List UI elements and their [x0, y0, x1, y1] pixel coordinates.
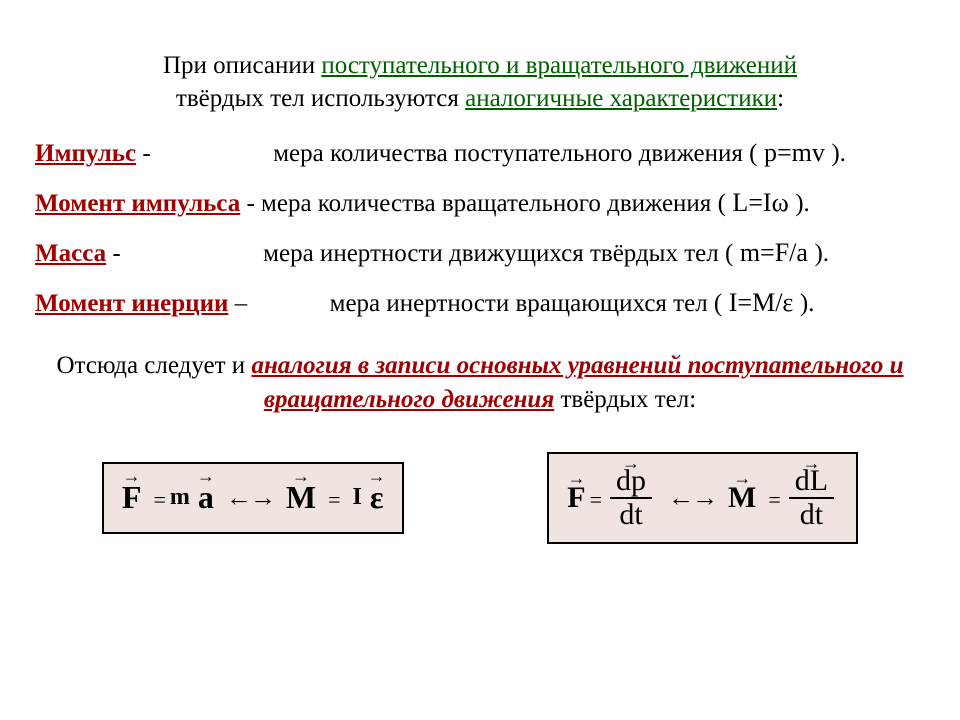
analogy-prefix: Отсюда следует и — [56, 352, 251, 379]
intro-paragraph: При описании поступательного и вращатель… — [35, 50, 925, 115]
definition-row-3: Момент инерции – мера инертности вращающ… — [35, 287, 925, 319]
definition-row-2: Масса - мера инертности движущихся твёрд… — [35, 237, 925, 269]
intro-mid: твёрдых тел используются — [176, 85, 465, 112]
slide-content: При описании поступательного и вращатель… — [0, 0, 960, 574]
intro-suffix: : — [777, 85, 784, 112]
analogy-paragraph: Отсюда следует и аналогия в записи основ… — [35, 349, 925, 417]
desc-1: мера количества вращательного движения — [261, 190, 711, 217]
vec-F2: →F — [567, 481, 585, 515]
formula-3: I=M/ε — [729, 288, 794, 317]
intro-underlined-1: поступательного и вращательного движений — [321, 52, 797, 79]
term-0: Импульс — [35, 140, 136, 167]
term-3: Момент инерции — [35, 290, 228, 317]
term-2: Масса — [35, 240, 106, 267]
desc-3: мера инертности вращающихся тел — [330, 290, 708, 317]
arrow-between-a: ←→ — [214, 483, 286, 513]
intro-underlined-2: аналогичные характеристики — [465, 85, 777, 112]
formula-0: p=mv — [764, 138, 825, 167]
intro-prefix: При описании — [163, 52, 321, 79]
formula-2: m=F/a — [740, 238, 808, 267]
equation-box-derivative: →F = →dp dt ←→ →M = →dL dt — [547, 452, 858, 544]
desc-0: мера количества поступательного движения — [273, 140, 743, 167]
vec-eps: →ε — [370, 479, 384, 516]
definition-row-0: Импульс - мера количества поступательног… — [35, 137, 925, 169]
vec-F: →F — [122, 479, 142, 516]
analogy-suffix: твёрдых тел: — [554, 386, 696, 413]
vec-a: →a — [198, 479, 214, 516]
equation-box-basic: →F = m →a ←→ →M = I →ε — [102, 462, 404, 534]
formula-1: L=Iω — [732, 188, 788, 217]
frac-dp-dt: →dp dt — [610, 465, 652, 530]
frac-dL-dt: →dL dt — [789, 465, 834, 530]
term-1: Момент импульса — [35, 190, 240, 217]
desc-2: мера инертности движущихся твёрдых тел — [263, 240, 719, 267]
definition-row-1: Момент импульса - мера количества вращат… — [35, 187, 925, 219]
arrow-between-b: ←→ — [656, 483, 728, 513]
vec-M2: →M — [728, 481, 756, 515]
equation-row: →F = m →a ←→ →M = I →ε →F = →dp dt ←→ →M… — [35, 452, 925, 544]
vec-M: →M — [286, 479, 316, 516]
